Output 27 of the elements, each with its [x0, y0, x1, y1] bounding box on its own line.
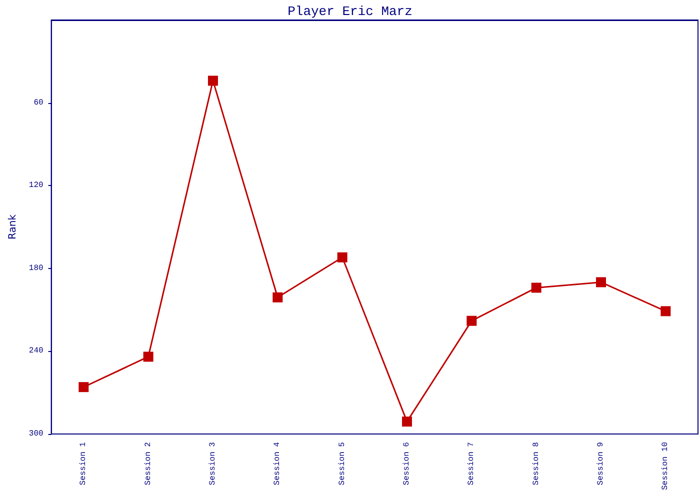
point — [78, 382, 89, 392]
chart-title: Player Eric Marz — [288, 4, 412, 19]
point — [143, 352, 154, 362]
y-tick-label: 240 — [28, 346, 44, 356]
y-tick-label: 180 — [28, 264, 44, 273]
x-tick-label: Session 8 — [532, 442, 541, 486]
point — [531, 282, 542, 293]
x-tick-label: Session 3 — [208, 442, 218, 486]
point — [272, 292, 283, 302]
point — [660, 306, 671, 316]
y-axis-title: Rank — [8, 214, 18, 240]
y-tick-label: 300 — [28, 430, 44, 438]
x-tick-label: Session 1 — [79, 442, 88, 486]
x-tick-label: Session 7 — [467, 442, 476, 486]
y-tick-label: 60 — [34, 98, 44, 108]
x-tick-label: Session 9 — [596, 442, 606, 486]
x-tick-label: Session 6 — [402, 442, 412, 486]
x-tick-label: Session 4 — [273, 442, 282, 486]
y-tick-label: 120 — [28, 181, 44, 190]
point — [337, 252, 348, 262]
point — [596, 277, 606, 288]
x-tick-label: Session 10 — [661, 442, 670, 490]
x-tick-label: Session 2 — [144, 442, 153, 486]
x-tick-label: Session 5 — [338, 442, 347, 486]
point — [208, 76, 218, 86]
point — [402, 416, 412, 427]
point — [466, 316, 477, 326]
